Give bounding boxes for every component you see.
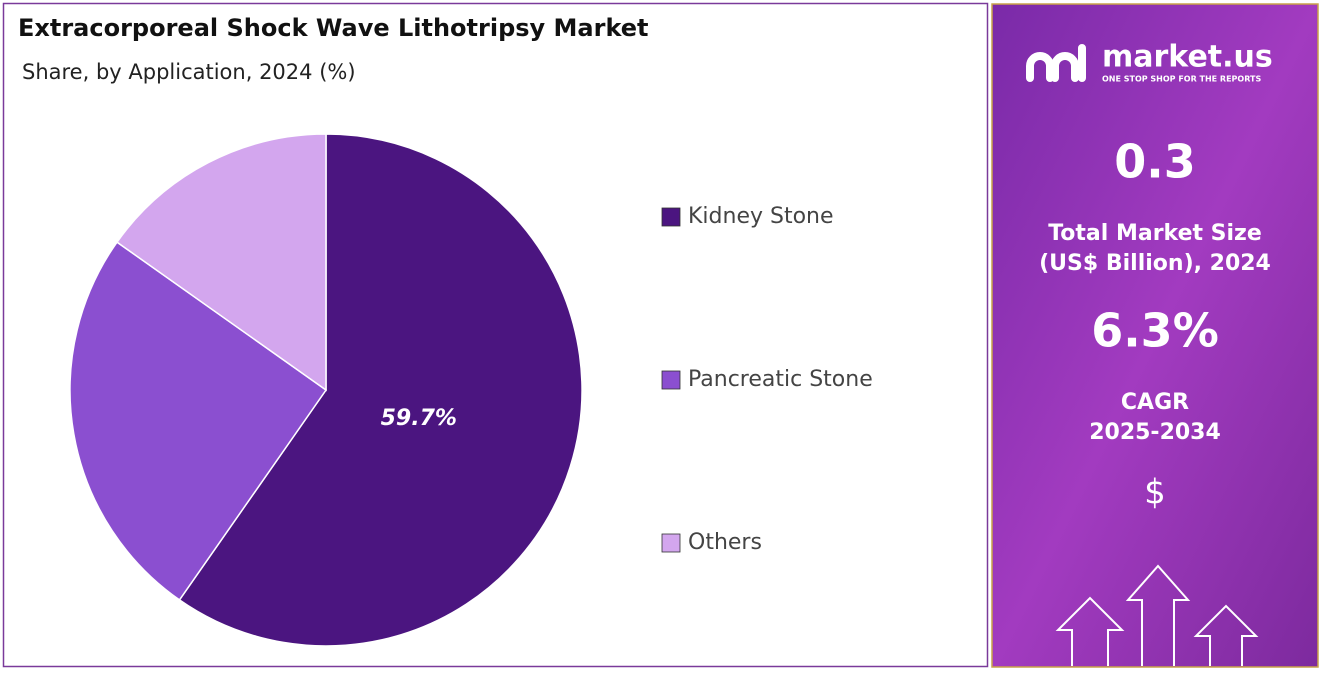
brand-name: market.us — [1102, 40, 1273, 75]
pie-slice — [69, 241, 328, 601]
growth-arrows — [1055, 564, 1259, 666]
legend-swatch — [661, 207, 681, 227]
legend-swatch — [661, 533, 681, 553]
brand-logo — [1026, 44, 1086, 82]
value-label: 59.7% — [381, 406, 457, 431]
brand-tagline: ONE STOP SHOP FOR THE REPORTS — [1102, 75, 1261, 84]
legend-label: Kidney Stone — [688, 204, 834, 229]
cagr-label: CAGR — [1121, 390, 1189, 415]
pie-slice — [178, 133, 583, 647]
market-size-label: (US$ Billion), 2024 — [1039, 251, 1271, 276]
cagr-value: 6.3% — [1091, 304, 1219, 358]
panel-background — [991, 3, 1319, 668]
cagr-label: 2025-2034 — [1089, 420, 1221, 445]
legend-label: Others — [688, 530, 762, 555]
legend-label: Pancreatic Stone — [688, 367, 873, 392]
side-panel: market.us ONE STOP SHOP FOR THE REPORTS … — [991, 3, 1319, 668]
legend-swatch — [661, 370, 681, 390]
chart-subtitle: Share, by Application, 2024 (%) — [22, 60, 356, 84]
chart-title: Extracorporeal Shock Wave Lithotripsy Ma… — [18, 14, 649, 42]
pie-slice — [115, 133, 327, 392]
market-size-value: 0.3 — [1114, 135, 1196, 189]
currency-icon: $ — [1144, 473, 1166, 513]
market-size-label: Total Market Size — [1048, 221, 1262, 246]
